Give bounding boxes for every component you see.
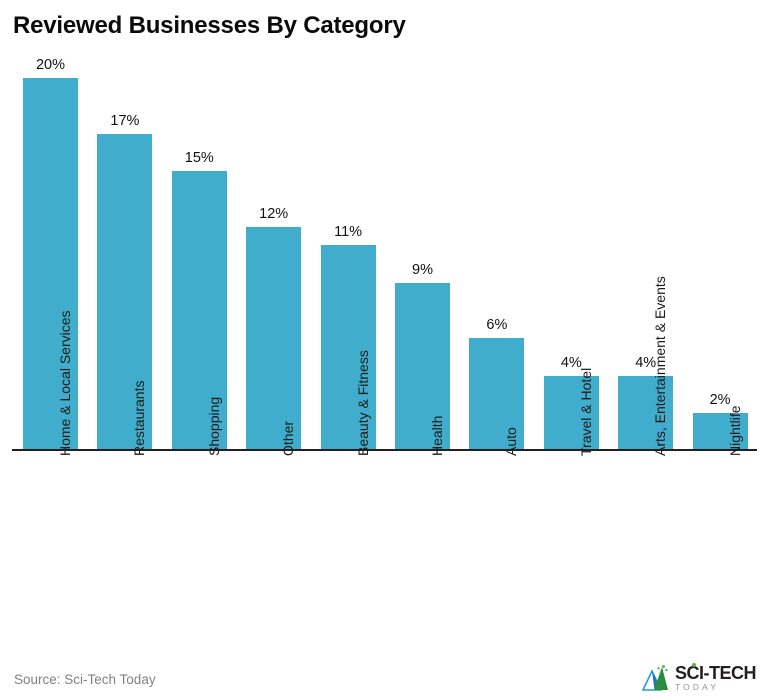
x-axis-tick-label: Nightlife — [693, 405, 748, 466]
bar-value-label: 11% — [334, 224, 363, 241]
x-axis-tick-label-text: Health — [429, 415, 445, 456]
brand-tagline: TODAY — [675, 682, 719, 693]
brand-logo-text: SCI-TECH TODAY — [675, 663, 757, 693]
brand-accent-dot-icon — [692, 663, 696, 668]
x-axis-tick-label-text: Shopping — [205, 396, 222, 456]
x-axis-tick-label-text: Restaurants — [131, 380, 148, 456]
bar-value-label: 4% — [560, 354, 582, 371]
bar[interactable] — [246, 226, 302, 450]
bar[interactable] — [171, 171, 227, 450]
bar[interactable] — [97, 133, 153, 450]
x-axis-tick-label: Health — [395, 416, 450, 466]
bar[interactable] — [618, 375, 674, 450]
x-axis-tick-label: Auto — [469, 427, 524, 466]
bar[interactable] — [23, 78, 78, 450]
x-axis-tick-label-text: Other — [280, 420, 297, 456]
plot-area: 20% 17% 15% 12% 11% 9% 6% 4% 4% 2% — [0, 50, 768, 452]
x-axis-tick-label-text: Arts, Entertainment & Events — [652, 276, 669, 456]
x-axis-tick-label: Beauty & Fitness — [321, 350, 376, 466]
x-axis-tick-label: Shopping — [172, 397, 227, 466]
bar[interactable] — [692, 412, 748, 450]
bar[interactable] — [320, 245, 376, 450]
bar-value-label: 12% — [259, 205, 289, 222]
brand-name-text: SCI-TECH — [675, 663, 757, 684]
x-axis-tick-label-text: Home & Local Services — [57, 310, 73, 456]
bar-value-label: 17% — [110, 112, 140, 129]
bar-value-label: 20% — [35, 57, 66, 73]
mountain-logo-icon — [641, 665, 668, 691]
source-caption: Source: Sci-Tech Today — [14, 672, 156, 687]
bar-value-label: 9% — [412, 261, 433, 278]
bar-value-label: 15% — [184, 150, 214, 166]
x-axis-tick-label-text: Nightlife — [726, 405, 743, 456]
brand-logo: SCI-TECH TODAY — [641, 661, 757, 695]
x-axis-tick-label-text: Beauty & Fitness — [354, 350, 371, 456]
x-axis-tick-label-text: Auto — [503, 427, 520, 456]
x-axis-category-labels: Home & Local Services Restaurants Shopping… — [0, 276, 768, 642]
bar-value-label: 6% — [486, 317, 508, 334]
x-axis-tick-label: Restaurants — [97, 381, 152, 466]
chart-title: Reviewed Businesses By Category — [13, 12, 406, 39]
bar[interactable] — [395, 282, 450, 450]
x-axis-tick-label-text: Travel & Hotel — [577, 367, 594, 456]
x-axis-tick-label: Home & Local Services — [23, 310, 78, 466]
x-axis-tick-label: Arts, Entertainment & Events — [618, 276, 673, 466]
x-axis-tick-label: Other — [246, 421, 301, 466]
bars-layer: 20% 17% 15% 12% 11% 9% 6% 4% 4% 2% — [0, 50, 768, 450]
x-axis-tick-label: Travel & Hotel — [544, 368, 599, 466]
bar[interactable] — [543, 375, 599, 450]
bar[interactable] — [469, 338, 525, 450]
x-axis-line — [12, 449, 757, 451]
bar-value-label: 2% — [709, 391, 731, 408]
brand-name: SCI-TECH — [675, 663, 757, 684]
bar-value-label: 4% — [635, 354, 657, 371]
